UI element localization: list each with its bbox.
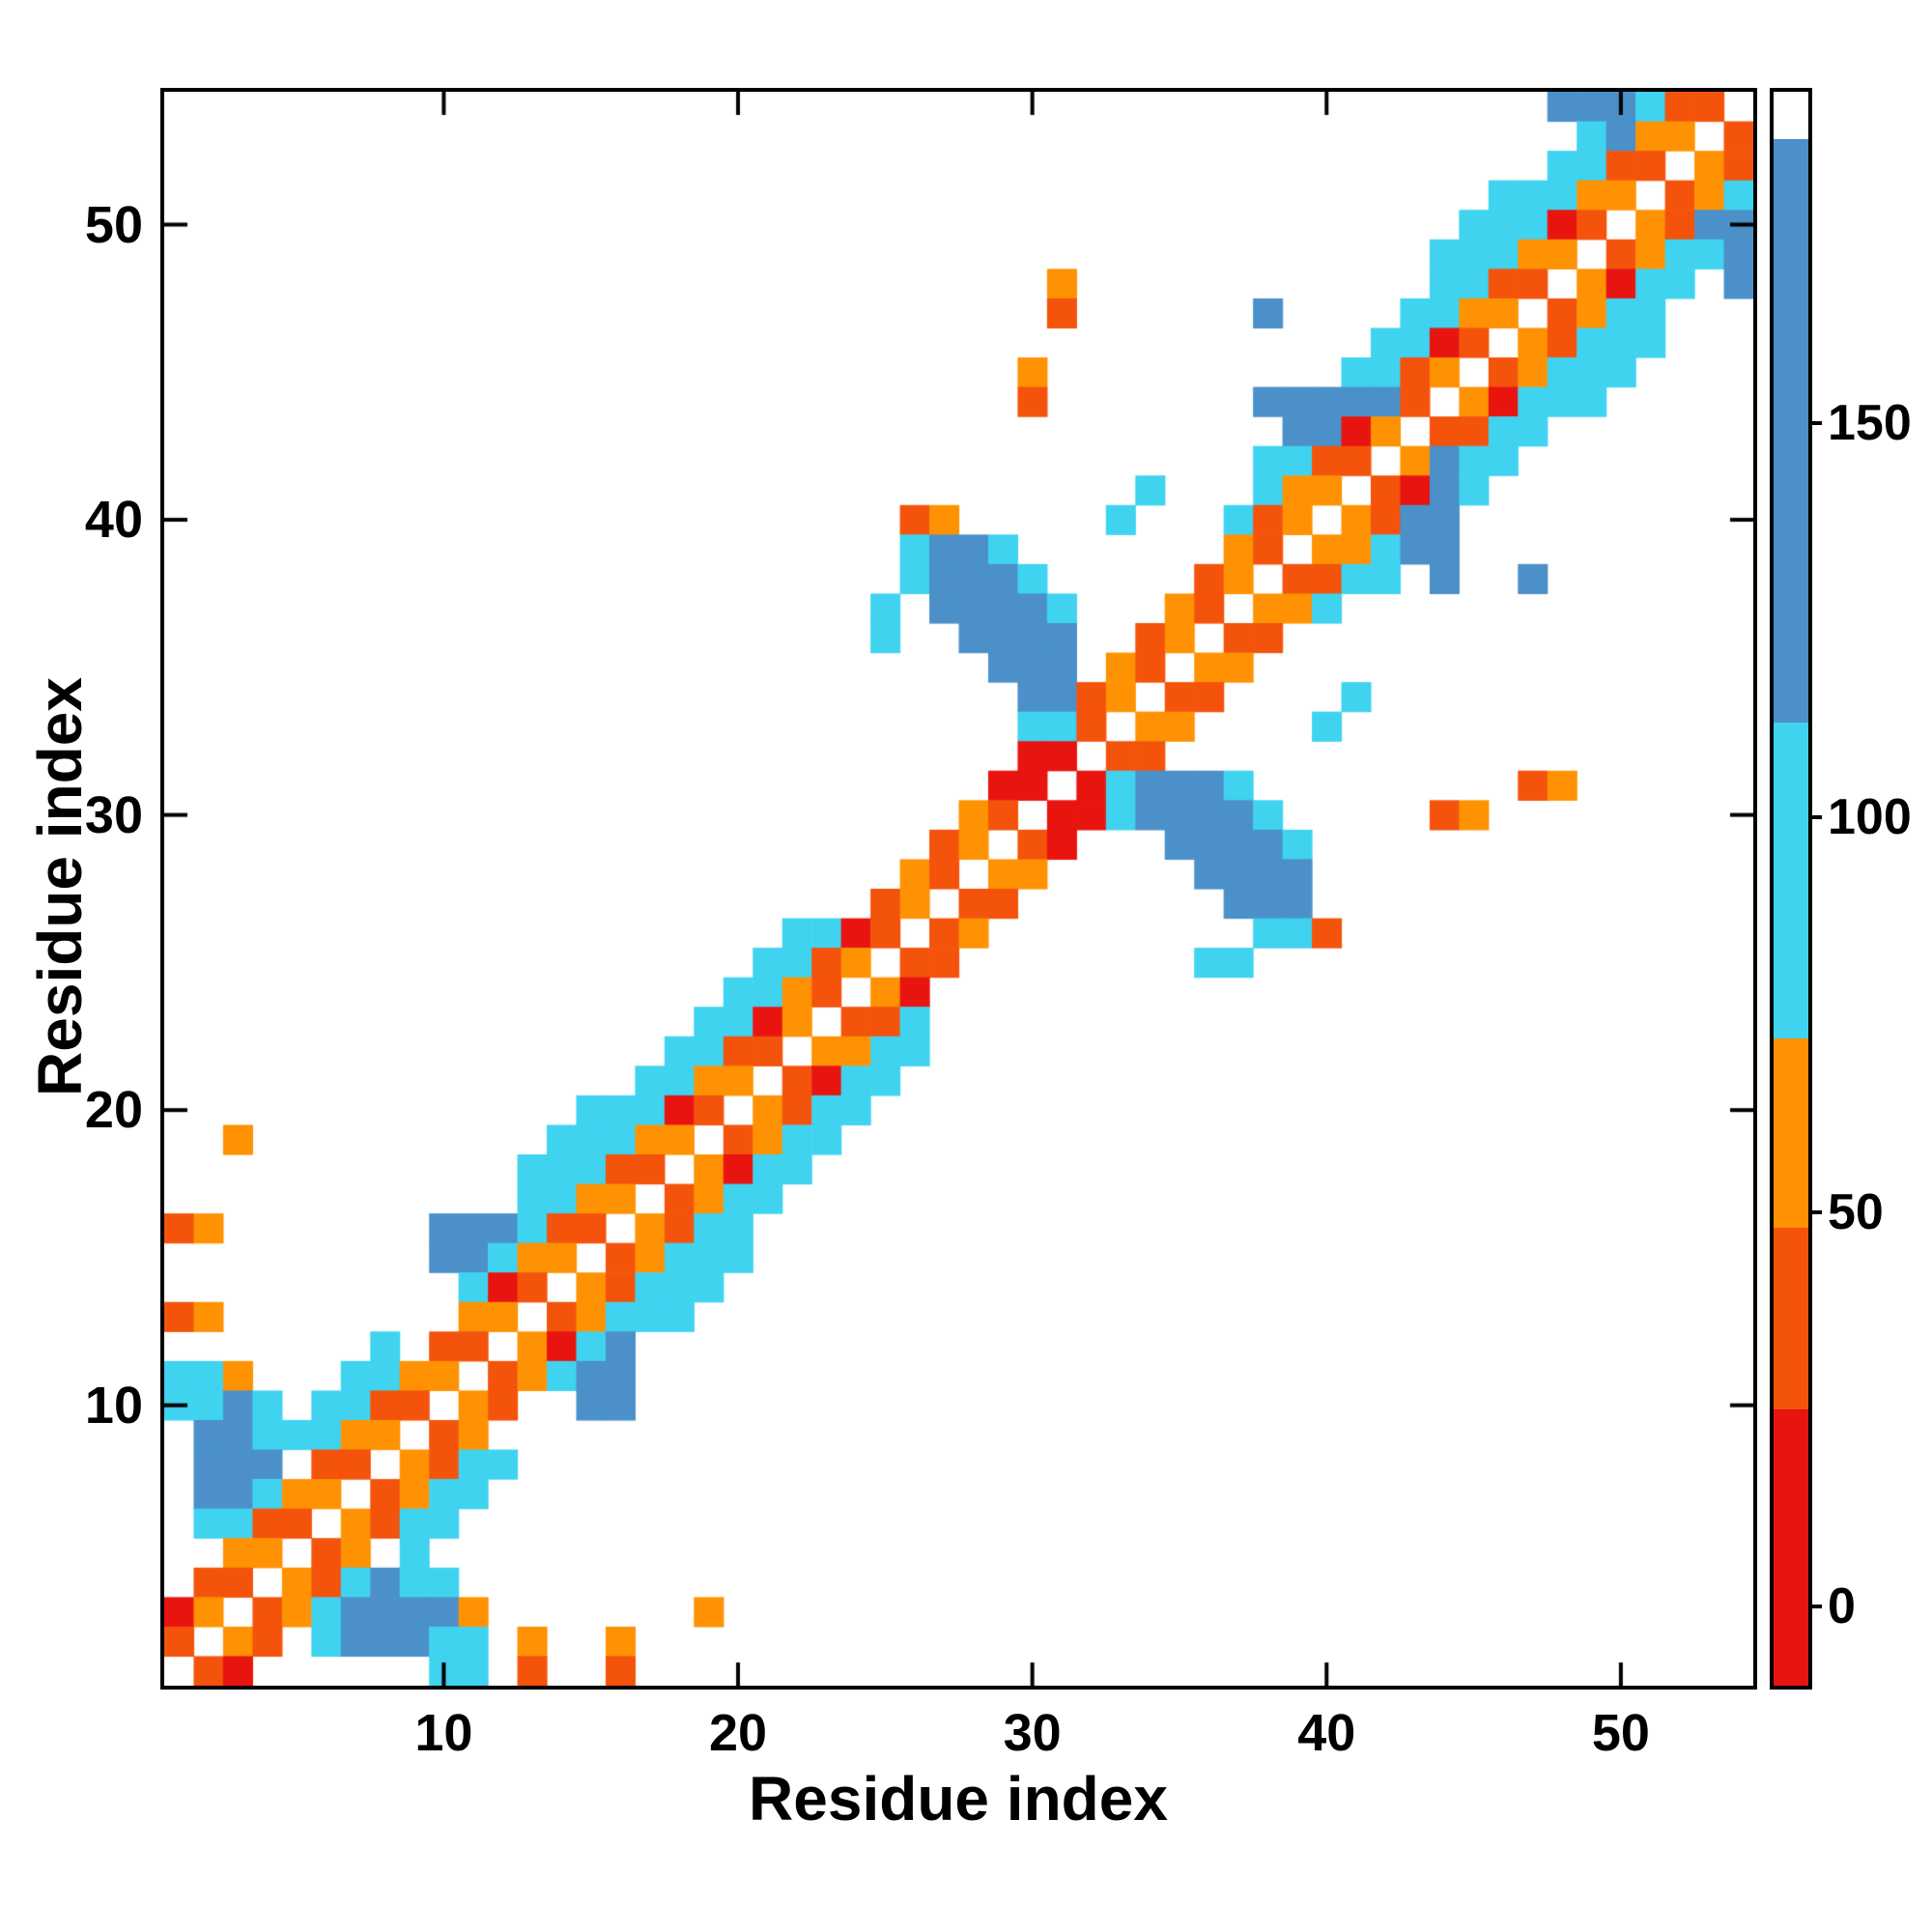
x-tick-label: 10: [414, 1704, 473, 1762]
x-tick-label: 50: [1591, 1704, 1650, 1762]
x-tick-label: 30: [1003, 1704, 1062, 1762]
y-tick-label: 20: [84, 1081, 143, 1140]
y-tick-label: 10: [84, 1376, 143, 1435]
plot-area: [160, 88, 1757, 1690]
colorbar-tick-mark: [1808, 1209, 1822, 1214]
x-axis-label: Residue index: [749, 1764, 1168, 1833]
colorbar-tick-mark: [1808, 815, 1822, 820]
colorbar-tick-mark: [1808, 1605, 1822, 1609]
colorbar-tick-label: 50: [1828, 1183, 1884, 1240]
colorbar-segment: [1774, 1037, 1808, 1229]
x-tick-label: 40: [1297, 1704, 1356, 1762]
colorbar: [1770, 88, 1812, 1690]
heatmap-canvas: [164, 92, 1753, 1686]
colorbar-tick-label: 100: [1828, 789, 1912, 846]
y-tick-label: 40: [84, 491, 143, 550]
colorbar-tick-label: 150: [1828, 395, 1912, 452]
colorbar-segment: [1774, 1408, 1808, 1686]
y-axis-label: Residue index: [25, 677, 95, 1096]
y-tick-label: 30: [84, 785, 143, 844]
colorbar-tick-label: 0: [1828, 1578, 1856, 1635]
colorbar-segment: [1774, 138, 1808, 724]
colorbar-tick-mark: [1808, 421, 1822, 426]
colorbar-segment: [1774, 722, 1808, 1039]
y-tick-label: 50: [84, 195, 143, 254]
x-tick-label: 20: [708, 1704, 768, 1762]
colorbar-segment: [1774, 91, 1808, 140]
colorbar-segment: [1774, 1227, 1808, 1410]
